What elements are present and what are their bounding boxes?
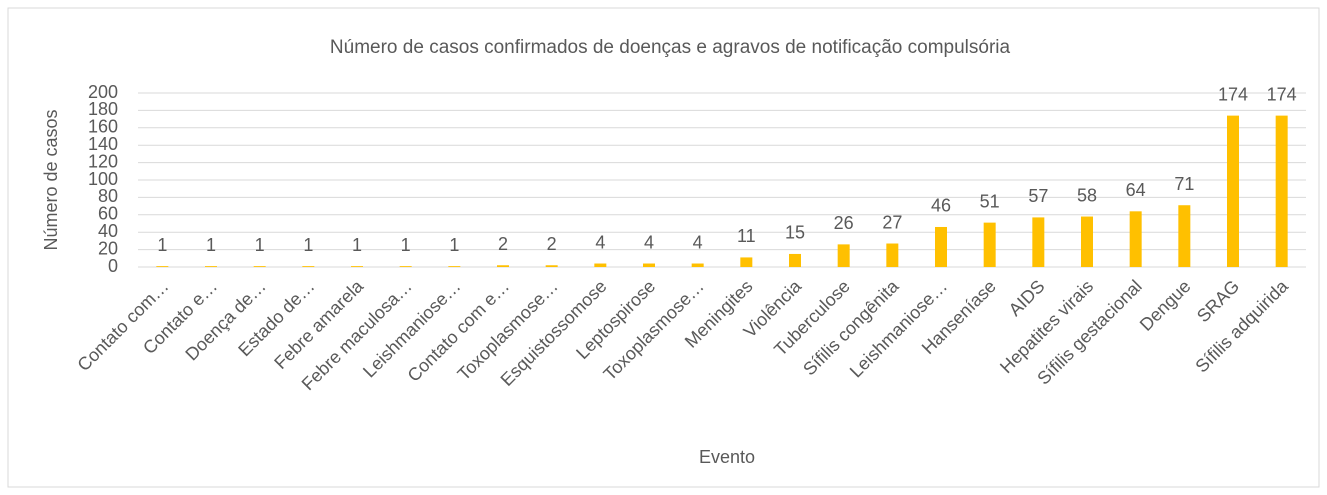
chart-title: Número de casos confirmados de doenças e… <box>330 37 1011 58</box>
data-label: 15 <box>785 223 805 243</box>
y-tick-label: 20 <box>98 238 118 258</box>
y-tick-label: 0 <box>108 256 118 276</box>
data-label: 2 <box>498 234 508 254</box>
y-tick-label: 80 <box>98 186 118 206</box>
y-tick-label: 160 <box>88 117 118 137</box>
bar <box>886 243 899 267</box>
data-label: 1 <box>157 235 167 255</box>
chart-border <box>7 7 1320 488</box>
bar <box>1178 205 1191 267</box>
bar <box>156 266 169 267</box>
bar <box>253 266 266 267</box>
data-label: 1 <box>352 235 362 255</box>
data-label: 1 <box>449 235 459 255</box>
data-label: 1 <box>303 235 313 255</box>
bar <box>545 265 558 267</box>
bar <box>837 244 850 267</box>
data-label: 26 <box>834 213 854 233</box>
bar <box>497 265 509 267</box>
data-label: 4 <box>595 232 605 252</box>
data-label: 46 <box>931 196 951 216</box>
bar <box>643 263 655 267</box>
data-label: 57 <box>1028 186 1048 206</box>
data-label: 27 <box>882 212 902 232</box>
bar <box>1081 216 1093 267</box>
y-tick-label: 140 <box>88 134 118 154</box>
data-label: 1 <box>206 235 216 255</box>
bar <box>1227 115 1239 268</box>
y-tick-label: 100 <box>88 169 118 189</box>
bar <box>983 222 996 267</box>
y-tick-label: 180 <box>88 99 118 119</box>
bar <box>1275 115 1288 268</box>
data-label: 71 <box>1174 174 1194 194</box>
data-label: 4 <box>693 232 703 252</box>
bar <box>302 266 315 267</box>
data-label: 11 <box>737 226 756 246</box>
bar <box>1129 211 1142 267</box>
data-label: 174 <box>1218 84 1248 104</box>
y-tick-label: 60 <box>98 204 118 224</box>
data-label: 4 <box>644 232 654 252</box>
bar <box>935 226 947 267</box>
data-label: 2 <box>547 234 557 254</box>
data-label: 58 <box>1077 185 1097 205</box>
bar <box>1032 217 1045 267</box>
data-label: 1 <box>255 235 265 255</box>
y-axis-label: Número de casos <box>41 109 61 250</box>
data-label: 174 <box>1267 84 1297 104</box>
y-tick-label: 200 <box>88 82 118 102</box>
bar <box>205 266 217 267</box>
bar <box>448 266 461 267</box>
x-axis-label: Evento <box>699 447 755 467</box>
data-label: 1 <box>401 235 411 255</box>
bar <box>740 257 753 267</box>
bar <box>594 263 607 267</box>
y-tick-label: 40 <box>98 221 118 241</box>
bar <box>789 253 801 267</box>
bar <box>691 263 704 267</box>
bar <box>351 266 363 267</box>
data-label: 64 <box>1126 180 1146 200</box>
bar <box>399 266 412 267</box>
y-tick-label: 120 <box>88 151 118 171</box>
data-label: 51 <box>980 191 1000 211</box>
